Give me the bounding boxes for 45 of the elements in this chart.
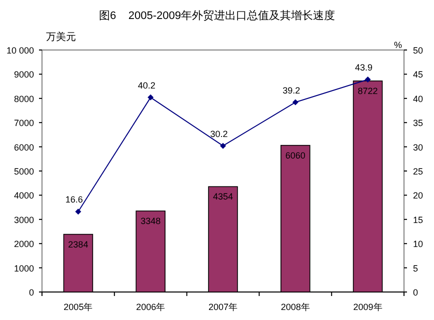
y2-tick-label: 40 [413,94,424,104]
y2-tick-label: 50 [413,46,424,56]
y-tick-label: 4000 [14,190,34,201]
y2-tick-label: 30 [413,142,424,152]
point [292,99,298,106]
y-tick-label: 7000 [14,118,34,128]
data-label: 40.2 [138,80,156,90]
data-label: 3348 [140,216,161,226]
x-tick-label: 2007年 [208,302,238,312]
y-tick-label: 2000 [14,239,34,250]
data-label: 4354 [212,192,234,202]
point [75,208,82,215]
data-label: 8722 [358,86,378,96]
data-label: 6060 [285,150,306,160]
data-label: 16.6 [65,194,83,205]
chart-title: 图6 2005-2009年外贸进出口总值及其增长速度 [99,9,335,22]
data-label: 2384 [68,239,88,250]
point [220,142,226,149]
data-label: 43.9 [355,62,373,73]
data-label: 39.2 [282,85,300,96]
y-tick-label: 3000 [14,214,34,225]
x-tick-label: 2006年 [136,302,166,312]
y2-tick-label: 0 [413,288,418,298]
x-tick-label: 2005年 [64,302,93,312]
y2-axis-title: % [394,40,402,50]
y-tick-label: 9000 [14,70,34,80]
y2-tick-label: 45 [413,70,424,80]
y2-tick-label: 5 [413,263,418,274]
y-axis-title: 万美元 [46,31,76,43]
point [148,94,154,100]
y-tick-label: 0 [28,288,34,298]
y-tick-label: 5000 [14,166,34,176]
y2-tick-label: 35 [413,118,424,128]
y-tick-label: 6000 [14,142,34,152]
y-tick-label: 1000 [14,263,34,274]
data-label: 30.2 [210,128,228,139]
y2-tick-label: 25 [413,166,424,176]
y2-tick-label: 15 [413,214,424,225]
y-tick-label: 10 000 [6,46,34,56]
x-tick-label: 2008年 [280,302,310,312]
y2-tick-label: 10 [413,239,424,250]
x-tick-label: 2009年 [353,302,382,312]
y-tick-label: 8000 [14,94,34,104]
y2-tick-label: 20 [413,190,424,201]
point [364,76,371,83]
